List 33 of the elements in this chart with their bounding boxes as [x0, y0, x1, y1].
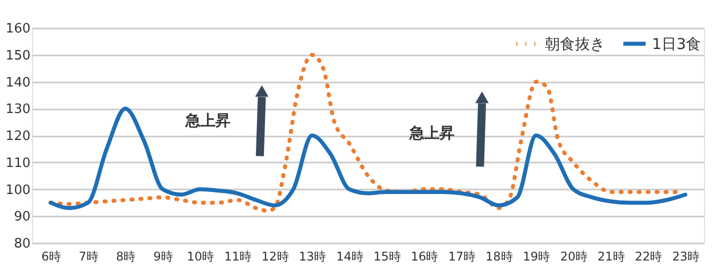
x-tick-label: 12時: [262, 250, 289, 264]
y-tick-label: 140: [6, 75, 30, 90]
x-tick-label: 19時: [522, 250, 550, 264]
x-tick-label: 16時: [410, 250, 438, 264]
annotation: 急上昇: [184, 111, 231, 130]
y-tick-label: 120: [6, 129, 30, 144]
annotation: 急上昇: [408, 124, 455, 142]
x-tick-label: 7時: [78, 250, 98, 264]
y-tick-label: 90: [14, 210, 30, 225]
x-tick-label: 9時: [153, 250, 173, 264]
x-tick-label: 8時: [116, 250, 136, 264]
legend-label: 1日3食: [652, 34, 702, 53]
x-tick-label: 20時: [560, 250, 588, 264]
x-tick-label: 22時: [634, 250, 662, 264]
line-series: [48, 52, 680, 213]
x-tick-label: 10時: [186, 250, 214, 264]
x-tick-label: 18時: [486, 250, 513, 264]
x-tick-label: 11時: [224, 250, 252, 264]
y-tick-label: 150: [6, 48, 30, 64]
line-series: [48, 106, 688, 210]
x-tick-label: 14時: [336, 250, 364, 264]
x-tick-label: 23時: [672, 250, 700, 264]
x-tick-label: 13時: [298, 250, 326, 264]
x-tick-label: 17時: [448, 250, 476, 264]
legend-label: 朝食抜き: [545, 34, 605, 53]
x-tick-label: 15時: [374, 250, 401, 264]
y-tick-label: 130: [6, 102, 30, 118]
x-tick-label: 6時: [41, 250, 61, 264]
y-tick-label: 110: [6, 156, 30, 171]
y-tick-label: 100: [6, 182, 30, 198]
x-tick-label: 21時: [598, 250, 625, 264]
y-tick-label: 80: [14, 236, 30, 252]
y-tick-label: 160: [6, 22, 30, 36]
